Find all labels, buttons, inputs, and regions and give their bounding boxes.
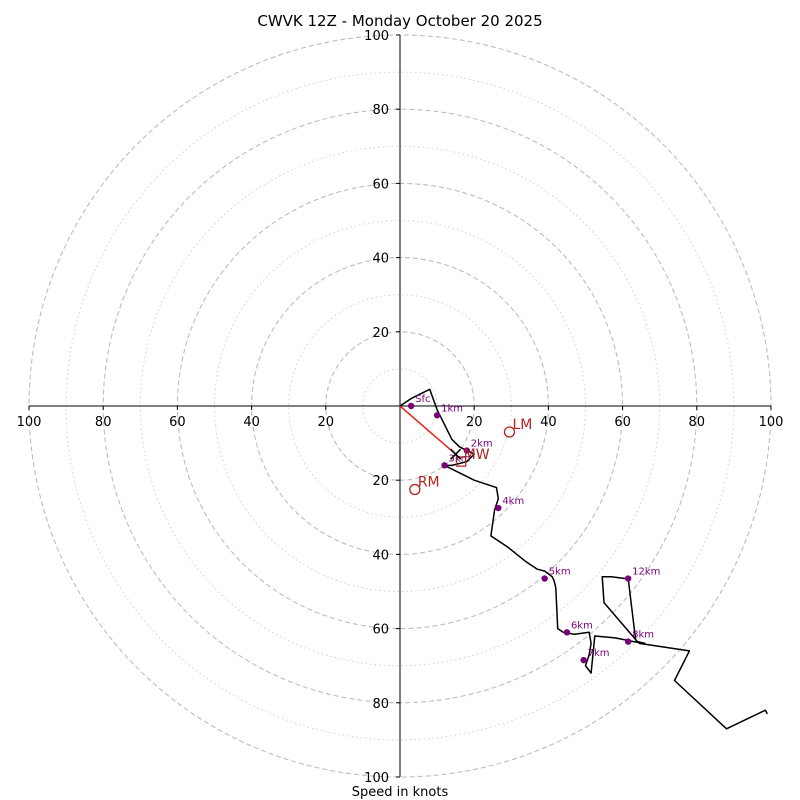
chart-title: CWVK 12Z - Monday October 20 2025 xyxy=(257,12,542,30)
height-label-8km: 8km xyxy=(632,630,654,641)
hodograph-trace xyxy=(399,388,768,730)
height-label-12km: 12km xyxy=(632,567,660,578)
y-tick-label: 60 xyxy=(372,623,389,638)
y-tick-label: 40 xyxy=(372,548,389,563)
mean-wind-marker-stroke xyxy=(450,448,462,460)
height-point-3km xyxy=(441,462,448,469)
x-tick-label: 80 xyxy=(689,415,706,430)
storm-motion-lm xyxy=(503,426,516,438)
height-point-5km xyxy=(541,575,548,582)
x-tick-label: 20 xyxy=(466,415,483,430)
height-label-1km: 1km xyxy=(441,403,463,414)
height-label-5km: 5km xyxy=(549,567,571,578)
height-markers: Sfc1km2km3km4km5km6km7km8km12km xyxy=(407,394,660,664)
height-point-8km xyxy=(624,638,632,645)
x-tick-label: 40 xyxy=(540,415,557,430)
x-tick-label: 100 xyxy=(759,415,784,430)
y-tick-label: 60 xyxy=(372,177,389,192)
tick-labels: 100 80 60 40 20 20 40 60 80 100 100 80 60 40 20 20 40 60 8… xyxy=(17,29,784,786)
bulk-shear-vector xyxy=(399,405,457,455)
height-point-6km xyxy=(563,629,571,636)
height-point-4km xyxy=(495,504,502,512)
height-label-4km: 4km xyxy=(502,496,524,507)
x-tick-label: 60 xyxy=(614,415,631,430)
height-point-1km xyxy=(433,412,441,419)
y-tick-label: 100 xyxy=(364,29,389,44)
height-point-sfc xyxy=(407,402,415,410)
height-label-sfc: Sfc xyxy=(415,394,430,405)
x-axis-label: Speed in knots xyxy=(352,785,449,800)
motion-label-lm: LM xyxy=(512,417,532,433)
x-tick-label: 20 xyxy=(318,415,335,430)
y-tick-label: 80 xyxy=(372,697,389,712)
height-point-7km xyxy=(580,656,587,664)
y-tick-label: 20 xyxy=(372,326,389,341)
motion-label-rm: RM xyxy=(418,474,440,490)
x-tick-label: 60 xyxy=(169,415,186,430)
y-tick-label: 40 xyxy=(372,252,389,267)
x-tick-label: 80 xyxy=(95,415,112,430)
height-point-12km xyxy=(624,575,632,582)
height-label-2km: 2km xyxy=(471,439,493,450)
storm-motion-rm xyxy=(409,483,421,496)
motion-label-mw: MW xyxy=(464,447,490,463)
hodograph-line xyxy=(399,388,768,730)
y-tick-label: 80 xyxy=(372,103,389,118)
x-tick-label: 100 xyxy=(17,415,42,430)
storm-motion-markers: LM RM MW xyxy=(409,417,532,496)
x-tick-label: 40 xyxy=(243,415,260,430)
height-label-7km: 7km xyxy=(588,648,610,659)
effective-inflow-marker xyxy=(456,456,467,467)
y-tick-label: 20 xyxy=(372,474,389,489)
y-tick-label: 100 xyxy=(364,771,389,786)
height-label-6km: 6km xyxy=(571,620,593,631)
height-point-2km xyxy=(463,447,470,454)
